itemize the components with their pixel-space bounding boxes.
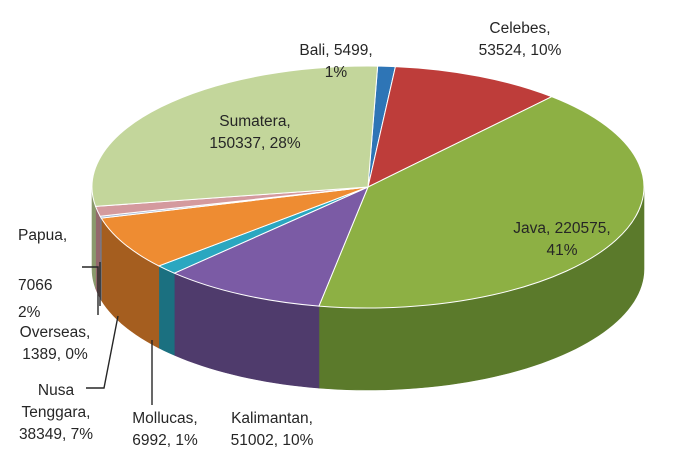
label-papua-line: Papua, — [18, 227, 67, 244]
leader-lines — [82, 262, 153, 405]
label-celebes-line: 53524, 10% — [479, 42, 562, 59]
pie-slices — [91, 65, 645, 309]
leader-nusa-tenggara — [86, 315, 119, 389]
label-java: Java, 220575, 41% — [513, 220, 610, 259]
label-bali-line: Bali, 5499, — [299, 42, 372, 59]
leader-papua — [82, 266, 99, 315]
label-mollucas-line: Mollucas, — [132, 410, 197, 427]
label-sumatera-line: 150337, 28% — [209, 135, 301, 152]
pie-sides — [91, 186, 645, 391]
slice-java — [318, 96, 645, 309]
slice-kalimantan — [173, 186, 369, 307]
label-kalimantan-line: Kalimantan, — [231, 410, 313, 427]
label-papua: Papua, 7066 2% — [18, 227, 67, 321]
label-celebes-line: Celebes, — [489, 20, 550, 37]
slice-nusa-tenggara — [100, 186, 369, 267]
label-java-line: 41% — [546, 242, 577, 259]
label-sumatera-line: Sumatera, — [219, 113, 291, 130]
label-bali: Bali, 5499, 1% — [299, 42, 372, 81]
label-kalimantan: Kalimantan, 51002, 10% — [231, 410, 314, 449]
label-sumatera: Sumatera, 150337, 28% — [209, 113, 301, 152]
data-labels: Bali, 5499, 1% Celebes, 53524, 10% Java, 220… — [18, 20, 611, 449]
slice-celebes — [367, 66, 553, 188]
label-nusa-tenggara: Nusa Tenggara, 38349, 7% — [19, 382, 93, 443]
label-bali-line: 1% — [325, 64, 348, 81]
label-overseas-line: Overseas, — [20, 324, 91, 341]
label-mollucas: Mollucas, 6992, 1% — [132, 410, 198, 449]
label-papua-line: 7066 — [18, 277, 52, 294]
label-java-line: Java, 220575, — [513, 220, 610, 237]
label-celebes: Celebes, 53524, 10% — [479, 20, 562, 59]
slice-sumatera — [91, 65, 379, 207]
label-kalimantan-line: 51002, 10% — [231, 432, 314, 449]
label-overseas-line: 1389, 0% — [22, 346, 88, 363]
label-nusa-tenggara-line: Tenggara, — [22, 404, 91, 421]
label-nusa-tenggara-line: Nusa — [38, 382, 75, 399]
label-overseas: Overseas, 1389, 0% — [20, 324, 91, 363]
label-papua-line: 2% — [18, 304, 41, 321]
side-mollucas — [158, 265, 175, 356]
label-nusa-tenggara-line: 38349, 7% — [19, 426, 93, 443]
label-mollucas-line: 6992, 1% — [132, 432, 198, 449]
